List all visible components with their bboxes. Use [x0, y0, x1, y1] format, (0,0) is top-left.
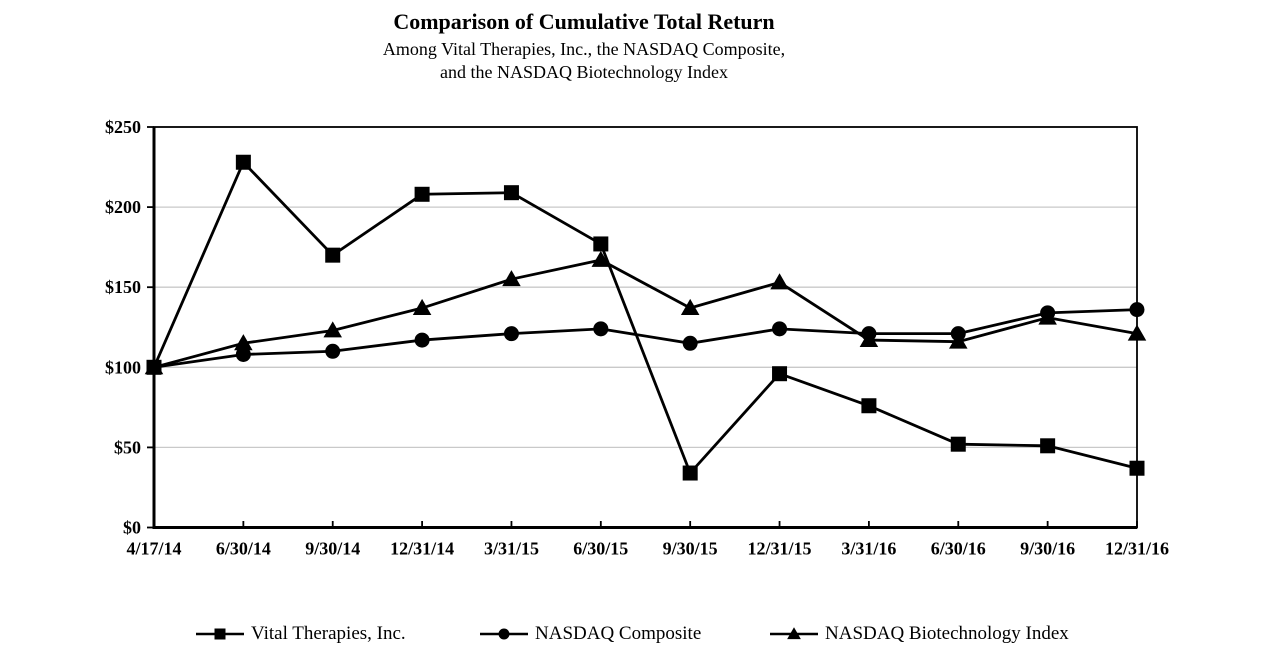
circle-marker [1129, 302, 1145, 318]
square-marker [682, 465, 698, 481]
y-gridlines [154, 206, 1137, 449]
axis-ticks [147, 126, 1138, 529]
svg-text:$100: $100 [105, 357, 141, 377]
series-line [153, 308, 1138, 369]
square-marker [235, 154, 251, 170]
svg-text:9/30/16: 9/30/16 [1020, 539, 1075, 559]
svg-text:12/31/15: 12/31/15 [748, 539, 812, 559]
x-axis-labels: 4/17/14 6/30/14 9/30/14 12/31/14 3/31/15 6/30… [126, 539, 1169, 559]
triangle-marker [770, 273, 789, 290]
triangle-marker [680, 298, 700, 315]
svg-text:3/31/15: 3/31/15 [484, 539, 539, 559]
square-marker [861, 398, 877, 414]
legend-label: NASDAQ Composite [535, 623, 702, 644]
triangle-marker [1127, 324, 1147, 341]
svg-text:6/30/15: 6/30/15 [573, 539, 628, 559]
axes [152, 127, 1137, 529]
svg-text:$250: $250 [105, 117, 141, 137]
circle-marker-icon [480, 628, 528, 640]
triangle-marker [787, 627, 801, 640]
triangle-marker [323, 321, 342, 338]
circle-marker [235, 346, 251, 362]
square-marker [325, 247, 341, 263]
legend-label: Vital Therapies, Inc. [251, 623, 406, 644]
svg-text:6/30/16: 6/30/16 [931, 539, 986, 559]
legend-item-nasdaq-composite: NASDAQ Composite [480, 620, 701, 648]
square-marker [146, 359, 162, 375]
circle-marker [325, 343, 341, 359]
series-vital-therapies-inc [146, 154, 1145, 481]
square-marker [503, 185, 519, 201]
triangle-marker [502, 270, 521, 287]
square-marker-icon [196, 628, 244, 640]
chart-legend: Vital Therapies, Inc. NASDAQ Composite N… [0, 620, 1269, 648]
legend-item-vital-therapies: Vital Therapies, Inc. [196, 620, 406, 648]
chart-title: Comparison of Cumulative Total Return [393, 9, 775, 34]
triangle-marker [412, 298, 432, 315]
circle-marker [1040, 305, 1056, 321]
svg-text:9/30/15: 9/30/15 [663, 539, 718, 559]
triangle-marker [591, 250, 611, 267]
series-nasdaq-composite [146, 302, 1145, 375]
circle-marker [414, 332, 430, 348]
square-marker [1040, 438, 1056, 454]
y-axis-labels: $0 $50 $100 $150 $200 $250 [105, 117, 141, 538]
series-line [153, 258, 1138, 369]
circle-marker [498, 628, 510, 640]
svg-text:6/30/14: 6/30/14 [216, 539, 271, 559]
legend-item-nasdaq-biotechnology-index: NASDAQ Biotechnology Index [770, 620, 1069, 648]
chart-subtitle-line-1: Among Vital Therapies, Inc., the NASDAQ … [382, 39, 786, 59]
svg-text:$50: $50 [114, 437, 141, 457]
svg-text:12/31/16: 12/31/16 [1105, 539, 1169, 559]
circle-marker [950, 326, 966, 342]
cumulative-total-return-line-chart: $0 $50 $100 $150 $200 $250 4/17/14 6/30/14 9/30/… [105, 117, 1169, 559]
circle-marker [503, 326, 519, 342]
circle-marker [772, 321, 788, 337]
svg-text:4/17/14: 4/17/14 [126, 539, 181, 559]
series-line [152, 159, 1138, 476]
svg-text:$200: $200 [105, 197, 141, 217]
svg-text:9/30/14: 9/30/14 [305, 539, 360, 559]
chart-subtitle-line-2: and the NASDAQ Biotechnology Index [440, 62, 728, 82]
square-marker [950, 436, 966, 452]
square-marker [414, 186, 430, 202]
circle-marker [861, 326, 877, 342]
square-marker [772, 366, 788, 382]
svg-text:$150: $150 [105, 277, 141, 297]
circle-marker [682, 335, 698, 351]
legend-label: NASDAQ Biotechnology Index [825, 623, 1069, 644]
chart-header: Comparison of Cumulative Total Return Am… [0, 9, 1168, 84]
triangle-marker-icon [770, 627, 818, 640]
svg-text:3/31/16: 3/31/16 [841, 539, 896, 559]
square-marker [1129, 460, 1145, 476]
circle-marker [593, 321, 609, 337]
svg-text:12/31/14: 12/31/14 [390, 539, 454, 559]
svg-text:$0: $0 [123, 518, 141, 538]
square-marker [593, 236, 609, 252]
square-marker [214, 628, 226, 640]
